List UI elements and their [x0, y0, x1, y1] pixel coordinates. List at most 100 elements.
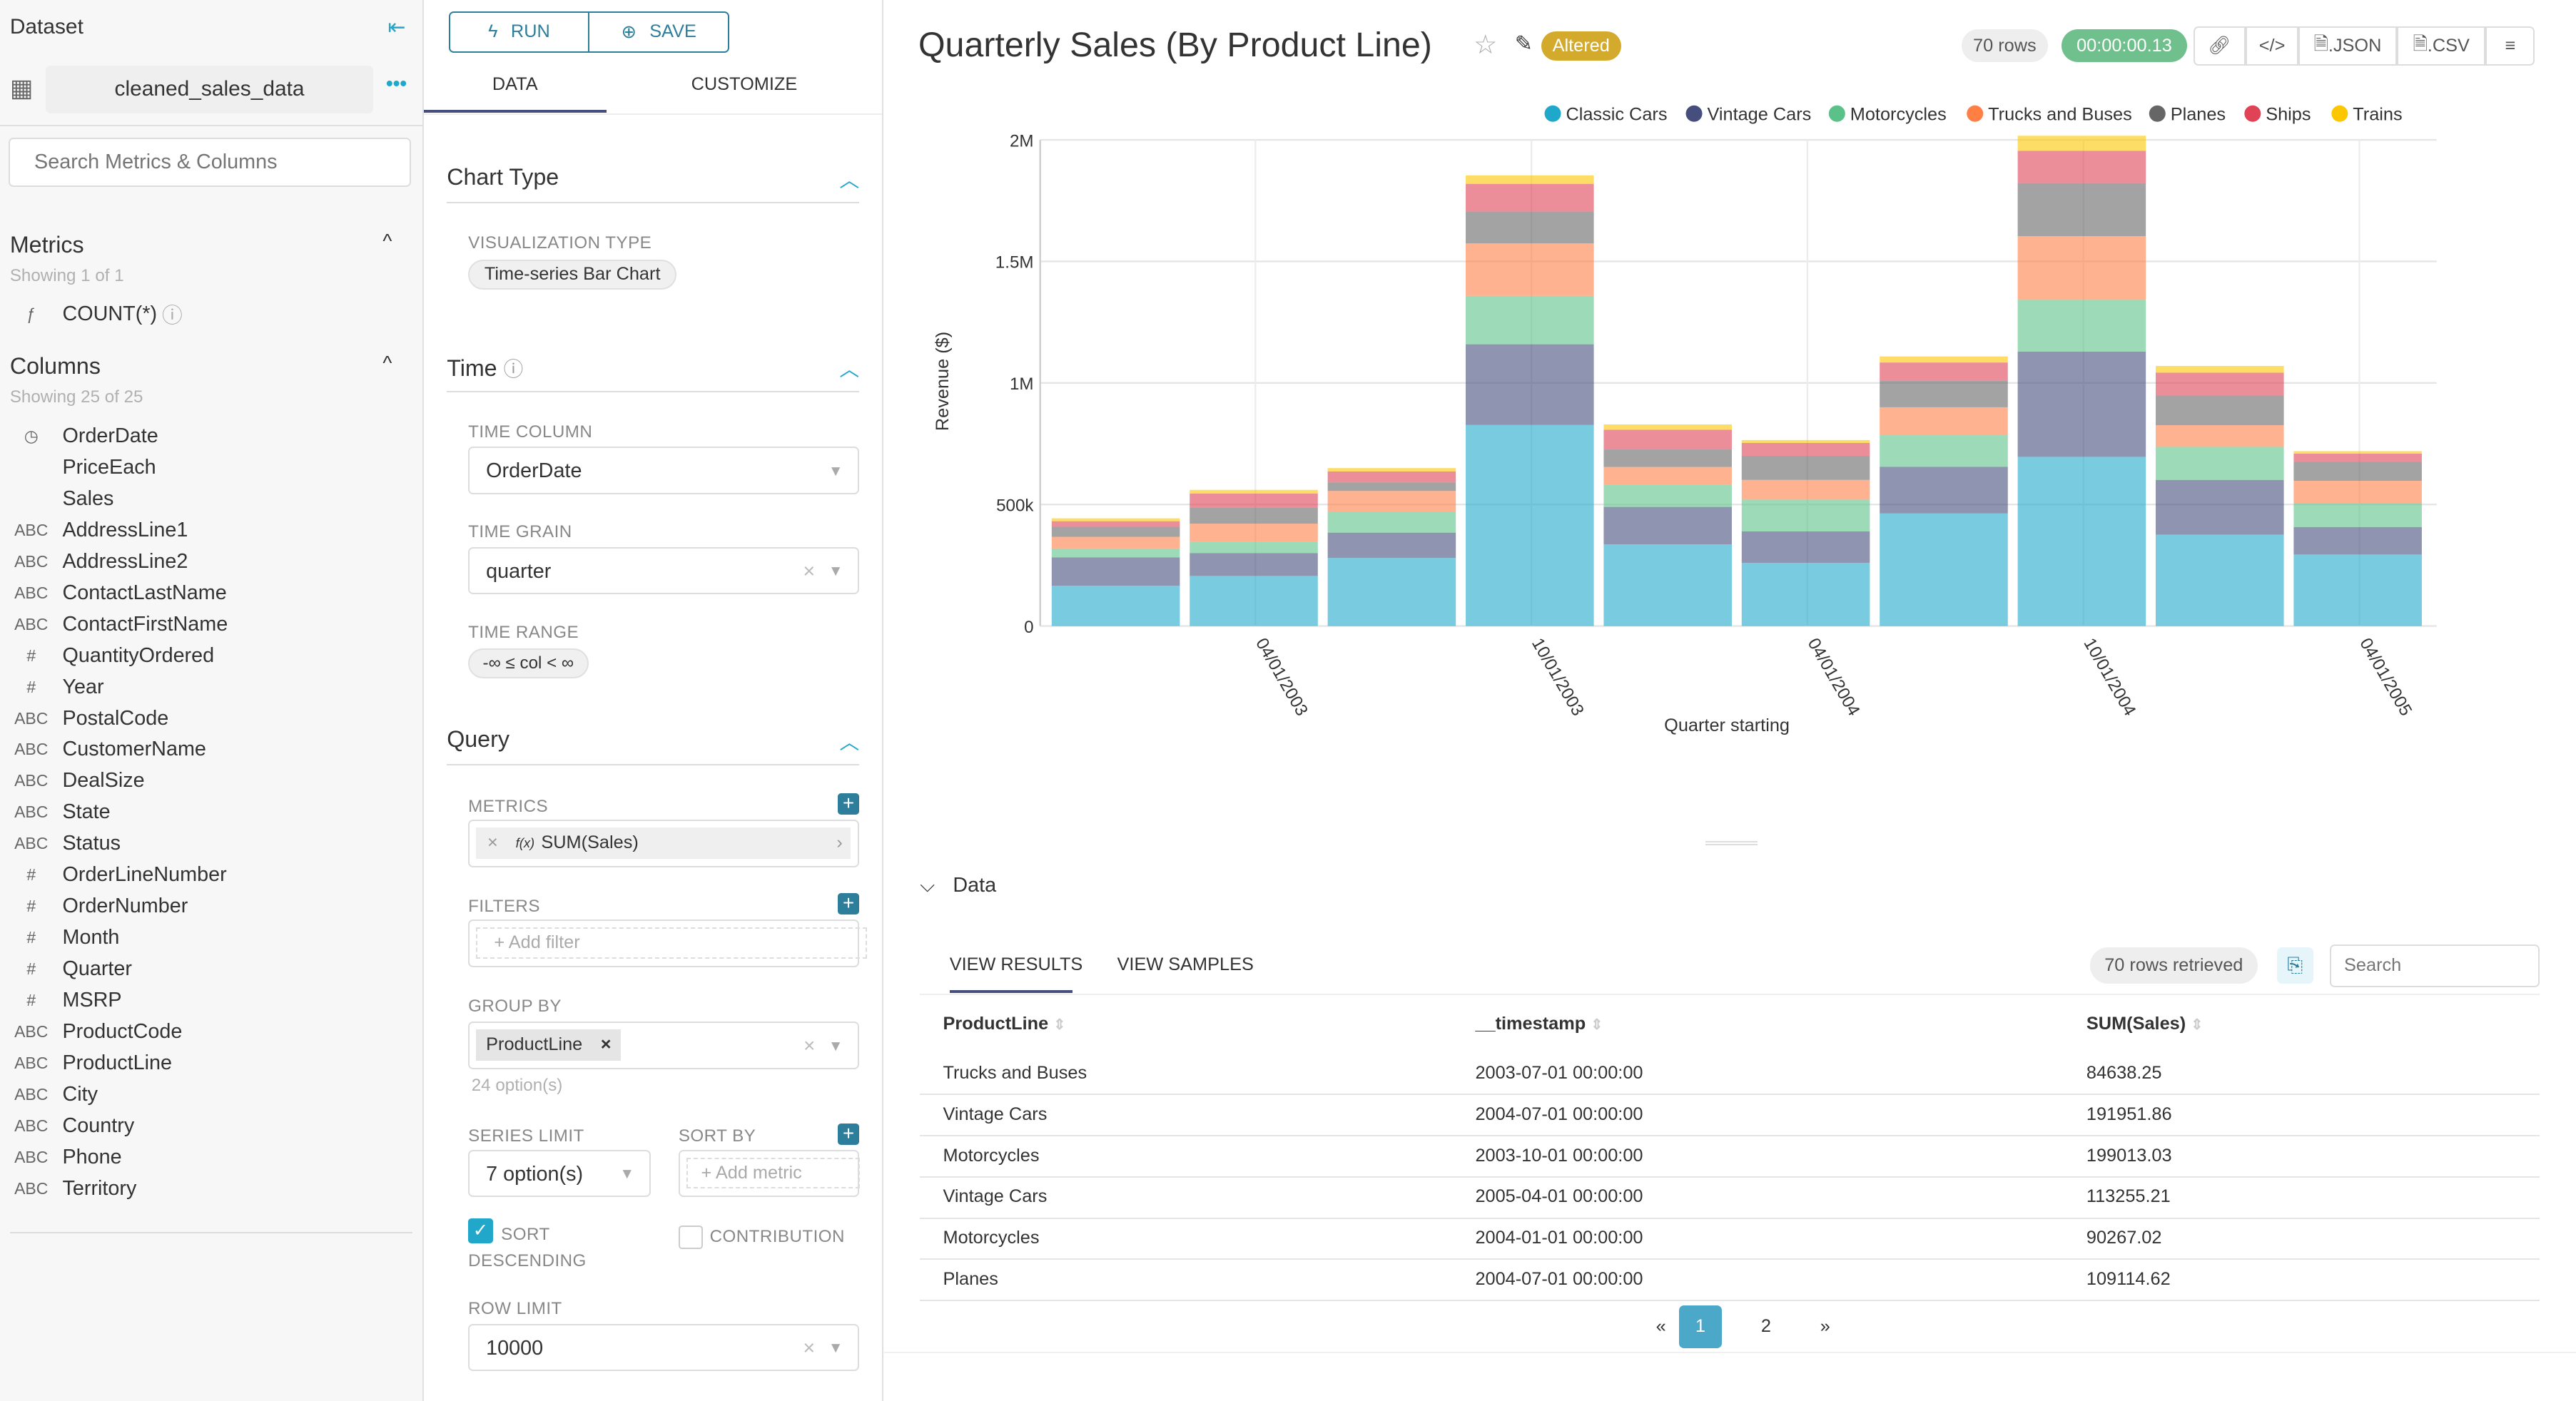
bar-segment [2017, 151, 2146, 183]
column-item[interactable]: ABC PostalCode [0, 703, 168, 734]
add-metric-button[interactable]: + Add metric [686, 1157, 861, 1188]
viz-type-button[interactable]: Time-series Bar Chart [468, 259, 677, 290]
help-icon[interactable]: ⓘ [162, 305, 183, 328]
bar-segment [1465, 183, 1594, 212]
column-item[interactable]: ABC City [0, 1079, 98, 1111]
metric-chip[interactable]: × f(x) SUM(Sales) › [476, 827, 851, 859]
column-item[interactable]: ABC AddressLine2 [0, 546, 188, 577]
info-icon: ⓘ [503, 357, 524, 380]
metric-name: COUNT(*) [62, 302, 158, 326]
chevron-up-icon[interactable]: ^ [382, 230, 392, 253]
results-search-input[interactable] [2329, 944, 2540, 987]
contribution-checkbox[interactable] [678, 1225, 703, 1250]
more-options-icon[interactable]: ••• [386, 72, 407, 95]
group-by-chip[interactable]: ProductLine × [476, 1029, 622, 1061]
chevron-up-icon[interactable]: ^ [382, 351, 392, 374]
bar-segment [1051, 557, 1180, 586]
column-item[interactable]: # OrderLineNumber [0, 860, 226, 891]
altered-badge[interactable]: Altered [1541, 31, 1621, 61]
column-item[interactable]: ABC ContactLastName [0, 577, 227, 608]
bar-segment [2293, 526, 2422, 554]
column-type-icon: ABC [14, 1085, 49, 1104]
data-section-title[interactable]: Data [953, 873, 997, 897]
edit-icon[interactable]: ✎ [1514, 31, 1533, 56]
embed-code-icon[interactable]: </> [2246, 26, 2298, 66]
caret-down-icon: ▼ [619, 1166, 634, 1183]
column-item[interactable]: # QuantityOrdered [0, 640, 214, 671]
chevron-right-icon: › [836, 832, 843, 853]
chevron-up-icon[interactable]: ︿ [839, 169, 860, 192]
add-metric-plus-icon[interactable]: + [838, 793, 860, 815]
metric-item[interactable]: ƒ COUNT(*) ⓘ [0, 299, 183, 330]
time-grain-select[interactable]: quarter × ▼ [468, 546, 860, 595]
column-item[interactable]: ABC DealSize [0, 765, 145, 797]
column-item[interactable]: Sales [0, 483, 113, 514]
row-limit-select[interactable]: 10000 × ▼ [468, 1323, 860, 1372]
collapse-icon[interactable]: ⇤ [387, 15, 406, 39]
chevron-up-icon[interactable]: ︿ [839, 357, 860, 380]
column-item[interactable]: ABC CustomerName [0, 734, 206, 765]
column-item[interactable]: # OrderNumber [0, 891, 188, 922]
tab-customize[interactable]: CUSTOMIZE [691, 73, 798, 94]
add-filter-plus-icon[interactable]: + [838, 893, 860, 915]
sort-descending-checkbox[interactable]: ✓ [468, 1218, 493, 1243]
chart-title[interactable]: Quarterly Sales (By Product Line) [918, 25, 1432, 64]
group-by-select[interactable]: ProductLine × × ▼ [468, 1022, 860, 1069]
column-name: OrderDate [62, 424, 158, 447]
tab-view-samples[interactable]: VIEW SAMPLES [1117, 954, 1254, 974]
column-item[interactable]: ABC ContactFirstName [0, 608, 228, 640]
column-item[interactable]: # Year [0, 671, 103, 703]
export-csv-button[interactable]: 🗎 .CSV [2397, 26, 2486, 66]
menu-icon[interactable]: ≡ [2485, 26, 2535, 66]
page-button[interactable]: « [1655, 1316, 1666, 1337]
page-button[interactable]: 1 [1678, 1305, 1722, 1349]
time-range-button[interactable]: -∞ ≤ col < ∞ [468, 648, 589, 678]
column-name: MSRP [62, 989, 122, 1012]
table-cell: 109114.62 [2086, 1268, 2171, 1289]
column-type-icon: ◷ [24, 426, 39, 445]
column-item[interactable]: # MSRP [0, 985, 122, 1017]
column-header[interactable]: ProductLine ⇕ [943, 1013, 1066, 1034]
column-item[interactable]: ABC Territory [0, 1173, 136, 1205]
column-item[interactable]: ABC Status [0, 828, 121, 860]
bar-segment [1327, 532, 1456, 558]
column-header[interactable]: SUM(Sales) ⇕ [2086, 1013, 2204, 1034]
add-filter-button[interactable]: + Add filter [476, 927, 867, 959]
link-icon[interactable]: 🔗︎ [2193, 26, 2246, 66]
resize-handle[interactable] [1705, 840, 1758, 845]
column-item[interactable]: ABC ProductCode [0, 1017, 182, 1048]
run-button[interactable]: ϟ RUN [450, 13, 590, 51]
page-button[interactable]: » [1820, 1316, 1830, 1337]
dataset-name[interactable]: cleaned_sales_data [46, 66, 373, 113]
bolt-icon: ϟ [488, 21, 498, 42]
bar-segment [2155, 447, 2284, 480]
column-header[interactable]: __timestamp ⇕ [1475, 1013, 1603, 1034]
page-button[interactable]: 2 [1760, 1316, 1771, 1337]
column-type-icon: # [26, 928, 36, 947]
bar-segment [1603, 506, 1732, 544]
chevron-down-icon[interactable]: ⌵ [920, 873, 935, 896]
time-column-select[interactable]: OrderDate ▼ [468, 447, 860, 494]
bar-segment [1051, 585, 1180, 626]
column-item[interactable]: PriceEach [0, 452, 156, 483]
column-item[interactable]: ABC Phone [0, 1142, 122, 1173]
copy-icon[interactable]: ⎘ [2276, 947, 2313, 984]
chevron-up-icon[interactable]: ︿ [839, 730, 860, 753]
column-item[interactable]: ABC AddressLine1 [0, 514, 188, 546]
column-item[interactable]: # Month [0, 922, 119, 954]
star-icon[interactable]: ☆ [1474, 30, 1498, 60]
column-item[interactable]: # Quarter [0, 954, 132, 985]
column-item[interactable]: ABC ProductLine [0, 1048, 172, 1079]
save-button[interactable]: ⊕ SAVE [621, 21, 696, 43]
series-limit-select[interactable]: 7 option(s) ▼ [468, 1149, 651, 1198]
search-metrics-input[interactable] [8, 138, 411, 188]
column-item[interactable]: ABC State [0, 797, 111, 828]
table-cell: 2004-07-01 00:00:00 [1475, 1104, 1643, 1124]
column-type-icon: ABC [14, 1179, 49, 1198]
column-item[interactable]: ABC Country [0, 1111, 134, 1142]
tab-data[interactable]: DATA [492, 73, 538, 94]
export-json-button[interactable]: 🗎 .JSON [2298, 26, 2398, 66]
column-item[interactable]: ◷ OrderDate [0, 420, 158, 452]
add-sort-plus-icon[interactable]: + [838, 1123, 860, 1145]
tab-view-results[interactable]: VIEW RESULTS [949, 954, 1083, 974]
